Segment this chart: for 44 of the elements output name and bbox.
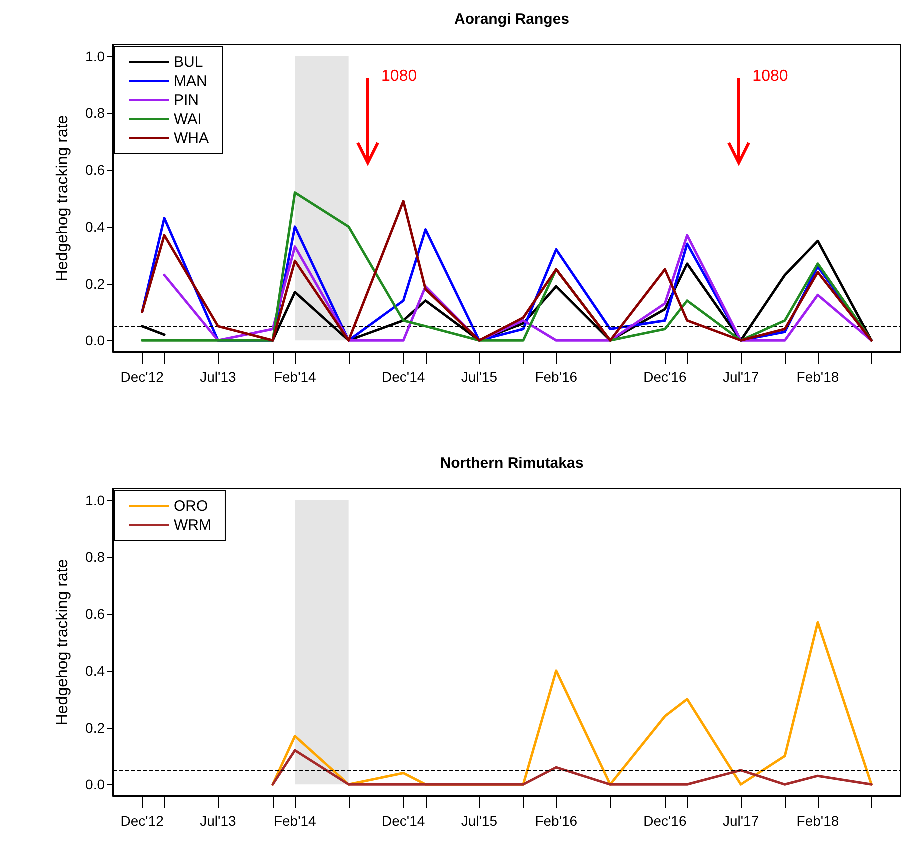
x-tick-label: Dec'12	[120, 813, 164, 829]
chart-title: Aorangi Ranges	[454, 11, 570, 28]
x-tick-label: Jul'15	[461, 369, 498, 385]
x-tick-label: Feb'18	[796, 369, 840, 385]
x-tick-label: Feb'16	[535, 369, 578, 385]
y-tick-label: 0.4	[86, 218, 106, 235]
y-tick-label: 0.8	[86, 549, 106, 566]
x-tick-label: Dec'14	[382, 369, 426, 385]
x-tick-label: Jul'13	[200, 369, 236, 385]
legend-label: WHA	[174, 130, 209, 147]
x-tick-label: Jul'15	[461, 813, 498, 829]
annotation: 1080	[382, 68, 418, 86]
x-tick-label: Feb'14	[274, 813, 317, 829]
y-tick-label: 0.6	[86, 162, 106, 178]
y-tick-label: 0.0	[86, 332, 106, 349]
y-tick-label: 0.2	[86, 720, 106, 736]
legend-label: ORO	[174, 498, 208, 515]
x-tick-label: Dec'14	[382, 813, 426, 829]
chart-title: Northern Rimutakas	[440, 455, 584, 472]
line-series	[272, 749, 873, 786]
x-tick-label: Feb'14	[274, 369, 317, 385]
x-tick-label: Jul'17	[722, 369, 760, 385]
y-axis-title: Hedgehog tracking rate	[54, 559, 72, 726]
x-tick-label: Jul'17	[722, 813, 760, 829]
legend-label: WRM	[174, 517, 212, 534]
x-tick-label: Jul'13	[200, 813, 236, 829]
legend-label: MAN	[174, 73, 208, 90]
y-tick-label: 0.6	[86, 606, 106, 622]
annotation: 1080	[752, 68, 788, 86]
y-axis-title: Hedgehog tracking rate	[54, 115, 72, 282]
x-tick-label: Feb'18	[796, 813, 840, 829]
legend-label: WAI	[174, 111, 202, 128]
y-tick-label: 0.2	[86, 276, 106, 292]
legend-label: BUL	[174, 54, 204, 71]
y-tick-label: 0.8	[86, 105, 106, 122]
legend-label: PIN	[174, 92, 200, 109]
x-tick-label: Dec'16	[644, 813, 687, 829]
x-tick-label: Dec'16	[644, 369, 687, 385]
y-tick-label: 0.4	[86, 662, 106, 679]
y-tick-label: 1.0	[86, 492, 106, 508]
y-tick-label: 1.0	[86, 48, 106, 64]
y-tick-label: 0.0	[86, 776, 106, 793]
x-tick-label: Dec'12	[120, 369, 164, 385]
x-tick-label: Feb'16	[535, 813, 578, 829]
